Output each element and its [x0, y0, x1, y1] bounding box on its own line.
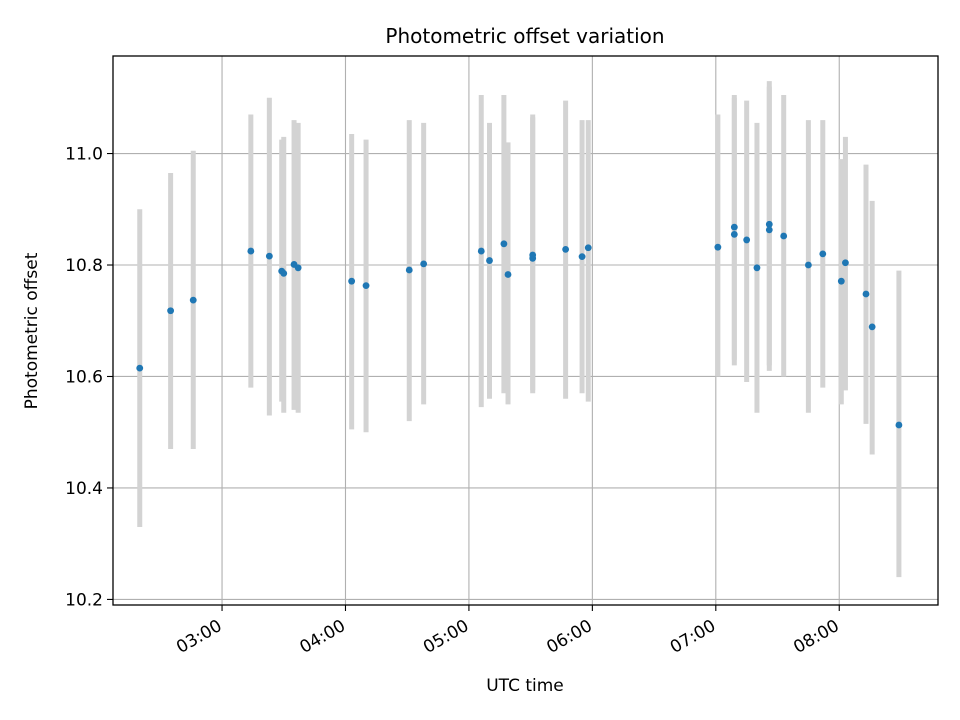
data-point: [730, 230, 738, 238]
chart-title: Photometric offset variation: [385, 24, 664, 48]
data-point: [136, 364, 144, 372]
data-point: [837, 277, 845, 285]
plot-frame: [112, 55, 939, 606]
data-point: [862, 290, 870, 298]
data-points: [136, 220, 903, 429]
data-point: [578, 253, 586, 261]
data-point: [362, 282, 370, 290]
data-point: [529, 251, 537, 259]
data-point: [714, 243, 722, 251]
data-point: [247, 247, 255, 255]
y-axis-label: Photometric offset: [22, 252, 42, 409]
y-tick-label: 10.2: [65, 590, 103, 610]
data-point: [420, 260, 428, 268]
data-point: [486, 257, 493, 264]
data-point: [265, 252, 273, 260]
data-point: [477, 247, 485, 255]
data-point: [562, 246, 570, 253]
data-point: [584, 244, 592, 252]
data-point: [348, 277, 356, 285]
data-point: [753, 264, 761, 272]
data-point: [500, 240, 508, 248]
data-point: [895, 421, 903, 429]
data-point: [405, 266, 413, 274]
data-point: [780, 232, 788, 240]
data-point: [167, 307, 175, 315]
y-tick-label: 10.8: [65, 256, 103, 276]
data-point: [294, 264, 302, 272]
data-point: [804, 261, 812, 269]
data-point: [842, 259, 849, 267]
data-point: [743, 236, 751, 244]
data-point: [189, 296, 197, 304]
data-point: [504, 271, 512, 278]
data-point: [730, 223, 738, 231]
x-axis-label: UTC time: [486, 676, 564, 696]
data-point: [868, 323, 876, 331]
y-tick-label: 10.6: [65, 367, 103, 387]
data-point: [280, 269, 288, 277]
y-tick-label: 11.0: [65, 145, 103, 165]
data-point: [765, 220, 773, 228]
data-point: [819, 250, 827, 258]
y-tick-label: 10.4: [65, 479, 103, 499]
data-point: [765, 226, 773, 234]
